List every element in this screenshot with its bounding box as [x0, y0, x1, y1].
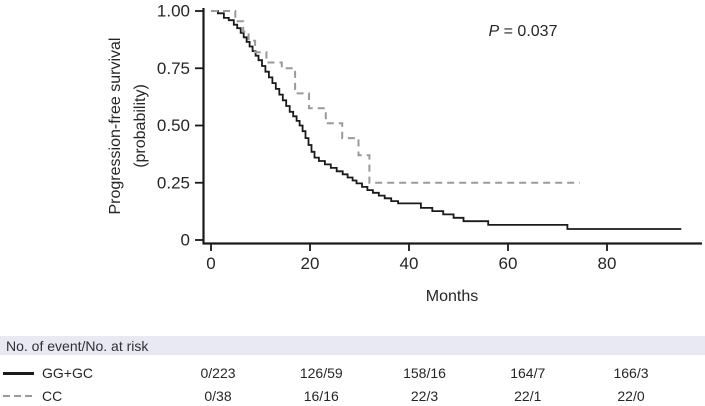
risk-table-header-band: No. of event/No. at risk — [0, 336, 705, 355]
risk-value: 22/1 — [514, 388, 542, 404]
y-axis-tick-label: 0.50 — [157, 116, 190, 135]
risk-value: 22/3 — [410, 388, 439, 404]
risk-row-label: GG+GC — [42, 365, 93, 381]
p-value-number: = 0.037 — [499, 23, 557, 40]
x-axis-tick-label: 20 — [301, 254, 320, 273]
risk-value: 16/16 — [303, 388, 339, 404]
dashed-line-swatch — [3, 395, 34, 397]
y-axis-tick-label: 0.25 — [157, 173, 190, 192]
survival-plot: 1.00 0.75 0.50 0.25 00 20 40 60 80 Months Progress… — [107, 2, 702, 305]
y-axis-tick-label: 0 — [181, 231, 190, 250]
risk-table-header-label: No. of event/No. at risk — [6, 337, 149, 354]
risk-table-row-gg-gc: GG+GC 0/223 126/59 158/16 164/7 166/3 — [0, 365, 705, 381]
risk-row-label: CC — [42, 388, 63, 404]
p-value-annotation: P = 0.037 — [489, 23, 558, 40]
risk-table-row-cc: CC 0/38 16/16 22/3 22/1 22/0 — [0, 388, 705, 404]
x-axis-tick-label: 80 — [598, 254, 617, 273]
risk-value: 166/3 — [613, 365, 649, 381]
x-axis-tick-label: 60 — [499, 254, 518, 273]
risk-value: 22/0 — [617, 388, 645, 404]
x-axis-tick-label: 40 — [400, 254, 419, 273]
y-axis-tick-label: 0.75 — [157, 59, 190, 78]
y-axis-title-line1: Progression-free survival — [107, 38, 124, 215]
series-curve-cc — [211, 10, 580, 184]
x-axis-tick-label: 0 — [206, 254, 215, 273]
risk-value: 0/38 — [204, 388, 232, 404]
y-axis-title-line2: (probability) — [132, 84, 149, 168]
risk-value: 0/223 — [200, 365, 236, 381]
y-axis-tick-label: 1.00 — [157, 2, 190, 21]
x-axis-title: Months — [426, 288, 478, 305]
p-value-italic-symbol: P — [489, 23, 500, 40]
risk-value: 158/16 — [403, 365, 446, 381]
risk-value: 126/59 — [299, 365, 343, 381]
risk-value: 164/7 — [510, 365, 546, 381]
series-curve-gg-gc — [211, 10, 682, 230]
solid-line-swatch — [3, 372, 34, 375]
